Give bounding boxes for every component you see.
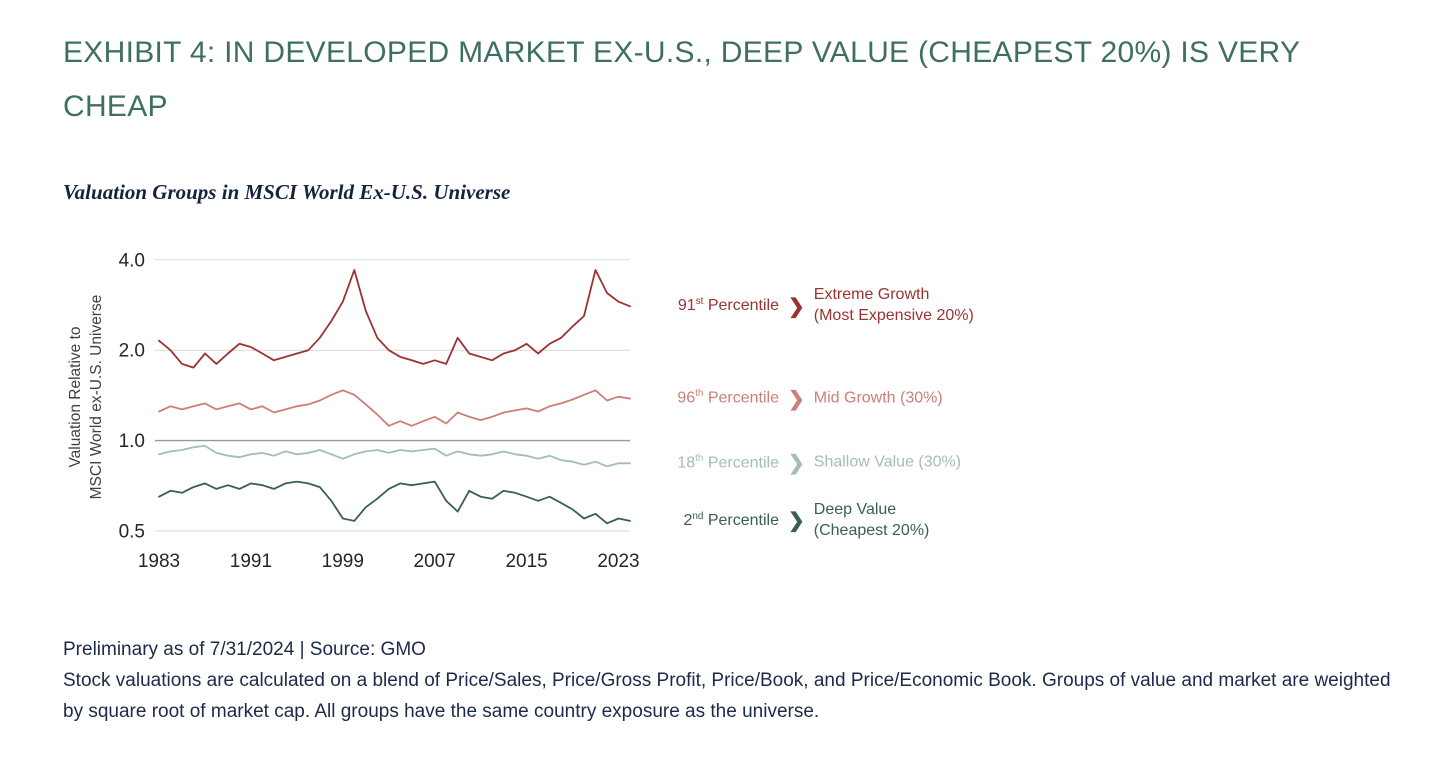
series-label-deep-value: 2nd Percentile ❯ Deep Value (Cheapest 20%)	[657, 500, 929, 542]
source-note: Preliminary as of 7/31/2024 | Source: GM…	[63, 639, 426, 660]
series-label-mid-growth: 96th Percentile ❯ Mid Growth (30%)	[657, 386, 943, 411]
valuation-chart: Valuation Relative to MSCI World ex-U.S.…	[63, 239, 1400, 601]
chevron-right-icon: ❯	[788, 510, 805, 533]
series-name-extreme-growth: Extreme Growth (Most Expensive 20%)	[813, 286, 974, 325]
series-line-extreme-growth	[158, 269, 631, 369]
x-tick-label: 2015	[505, 551, 547, 572]
y-axis-label-line1: Valuation Relative to	[67, 326, 85, 468]
percentile-label-shallow-value: 18th Percentile	[677, 452, 779, 472]
x-tick-label: 1991	[230, 551, 272, 572]
y-tick-label: 2.0	[119, 341, 145, 362]
series-name-mid-growth: Mid Growth (30%)	[813, 389, 943, 407]
y-axis-label: Valuation Relative to MSCI World ex-U.S.…	[66, 232, 108, 562]
series-name-shallow-value: Shallow Value (30%)	[813, 453, 962, 471]
series-line-mid-growth	[158, 389, 631, 427]
percentile-label-extreme-growth: 91st Percentile	[677, 295, 779, 315]
chevron-right-icon: ❯	[788, 452, 805, 475]
series-line-deep-value	[158, 480, 631, 525]
chart-subtitle: Valuation Groups in MSCI World Ex-U.S. U…	[63, 180, 511, 204]
y-tick-label: 4.0	[119, 250, 145, 271]
chart-footnotes: Preliminary as of 7/31/2024 | Source: GM…	[63, 635, 1400, 727]
series-label-extreme-growth: 91st Percentile ❯ Extreme Growth (Most Expe…	[657, 286, 974, 328]
x-tick-label: 1983	[138, 551, 180, 572]
line-chart-svg: 4.0 2.0 1.0 0.5 1983 1991 1999 2007 2015 2023	[119, 250, 640, 572]
percentile-label-mid-growth: 96th Percentile	[677, 388, 779, 407]
chevron-right-icon: ❯	[788, 295, 805, 318]
chevron-right-icon: ❯	[788, 388, 805, 411]
x-tick-label: 2007	[414, 551, 456, 572]
series-labels: 91st Percentile ❯ Extreme Growth (Most Expe…	[657, 239, 1017, 601]
y-tick-label: 1.0	[119, 431, 145, 452]
y-axis-label-column: Valuation Relative to MSCI World ex-U.S.…	[63, 239, 113, 601]
x-tick-label: 1999	[322, 551, 364, 572]
series-label-shallow-value: 18th Percentile ❯ Shallow Value (30%)	[657, 451, 961, 476]
y-tick-label: 0.5	[119, 521, 145, 542]
series-line-shallow-value	[158, 444, 631, 468]
series-name-deep-value: Deep Value (Cheapest 20%)	[813, 501, 930, 539]
percentile-label-deep-value: 2nd Percentile	[683, 510, 779, 529]
y-axis-label-line2: MSCI World ex-U.S. Universe	[88, 294, 105, 500]
methodology-note: Stock valuations are calculated on a ble…	[63, 669, 1391, 722]
exhibit-title: EXHIBIT 4: IN DEVELOPED MARKET EX-U.S., …	[63, 36, 1300, 123]
x-tick-label: 2023	[597, 551, 639, 572]
